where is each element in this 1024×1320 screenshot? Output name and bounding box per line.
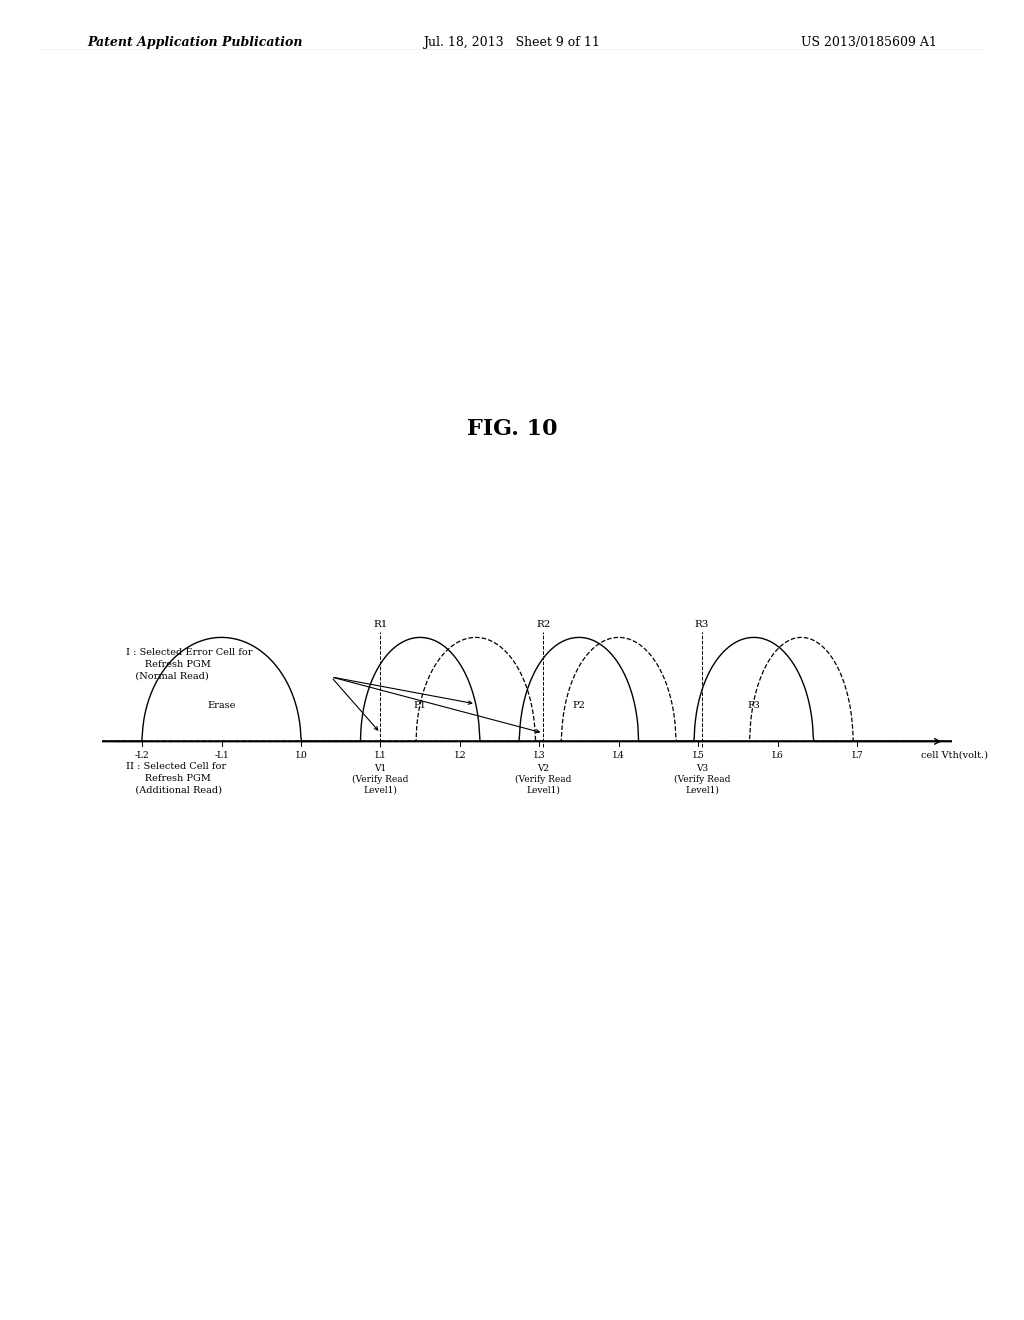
Text: US 2013/0185609 A1: US 2013/0185609 A1 [801,36,937,49]
Text: V2
(Verify Read
Level1): V2 (Verify Read Level1) [515,764,571,795]
Text: L6: L6 [772,751,783,760]
Text: II : Selected Cell for
      Refresh PGM
   (Additional Read): II : Selected Cell for Refresh PGM (Addi… [126,762,226,795]
Text: cell Vth(volt.): cell Vth(volt.) [921,751,987,760]
Text: R1: R1 [373,620,388,630]
Text: L0: L0 [295,751,307,760]
Text: R3: R3 [695,620,710,630]
Text: Patent Application Publication: Patent Application Publication [87,36,302,49]
Text: P2: P2 [572,701,586,710]
Text: V3
(Verify Read
Level1): V3 (Verify Read Level1) [674,764,730,795]
Text: Erase: Erase [208,701,236,710]
Text: L7: L7 [851,751,863,760]
Text: V1
(Verify Read
Level1): V1 (Verify Read Level1) [352,764,409,795]
Text: FIG. 10: FIG. 10 [467,418,557,440]
Text: L4: L4 [612,751,625,760]
Text: I : Selected Error Cell for
      Refresh PGM
   (Normal Read): I : Selected Error Cell for Refresh PGM … [126,648,253,680]
Text: Jul. 18, 2013   Sheet 9 of 11: Jul. 18, 2013 Sheet 9 of 11 [424,36,600,49]
Text: L2: L2 [454,751,466,760]
Text: -L2: -L2 [135,751,150,760]
Text: L1: L1 [375,751,386,760]
Text: -L1: -L1 [214,751,229,760]
Text: L5: L5 [692,751,705,760]
Text: L3: L3 [534,751,545,760]
Text: P3: P3 [748,701,760,710]
Text: R2: R2 [536,620,551,630]
Text: P1: P1 [414,701,427,710]
